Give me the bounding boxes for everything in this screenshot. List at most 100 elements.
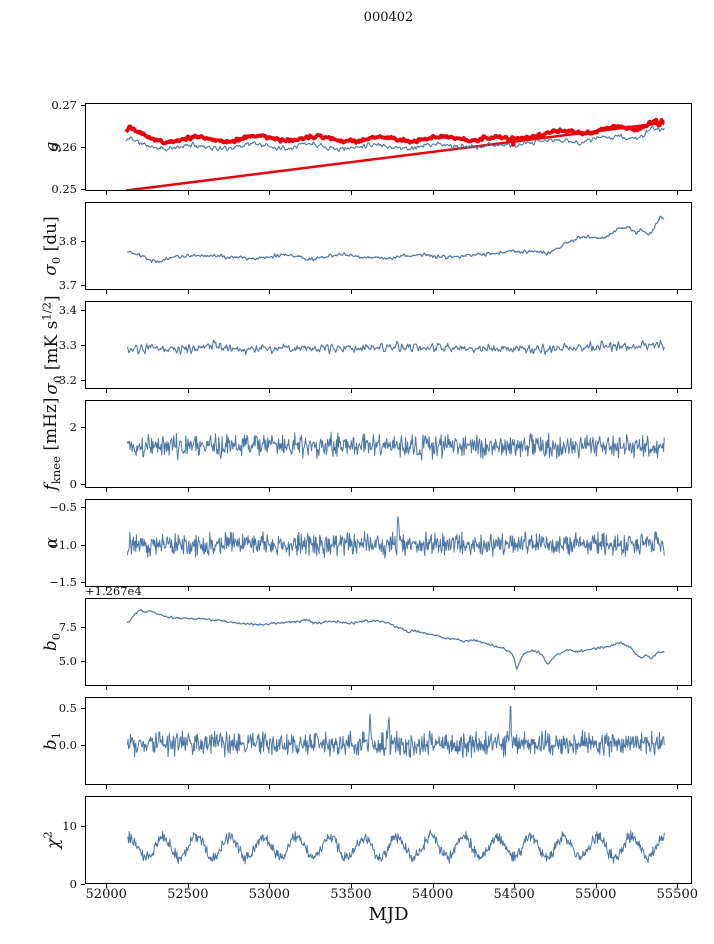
- panel-sigma0-du-plot: [85, 202, 692, 290]
- panel-b1-plot: [85, 697, 692, 785]
- panel-chi2-xtick-mark: [514, 884, 516, 888]
- panel-b1-ytick-label: 0.5: [58, 700, 77, 715]
- panel-g-xtick-mark: [432, 191, 434, 195]
- panel-b1-ylabel: b1: [41, 732, 63, 750]
- x-tick-label: 53500: [330, 887, 372, 902]
- panel-g-ytick-label: 0.27: [51, 98, 77, 113]
- panel-fknee-frame: [85, 400, 692, 488]
- series-g-red: [124, 117, 666, 147]
- panel-sigma0-du-xtick-mark: [350, 290, 352, 294]
- panel-alpha-xtick-mark: [187, 587, 189, 591]
- panel-alpha-ytick-mark: [81, 544, 85, 546]
- panel-alpha-plot: [85, 499, 692, 587]
- panel-sigma0-mK-ytick-label: 3.3: [58, 338, 77, 352]
- panel-fknee-ytick-mark: [81, 483, 85, 485]
- panel-b0-xtick-mark: [106, 686, 108, 690]
- panel-sigma0-mK-ylabel-part: 0: [50, 375, 65, 383]
- series-b1: [126, 705, 665, 759]
- panel-fknee-ylabel-part: knee: [49, 456, 64, 485]
- panel-sigma0-mK-xtick-mark: [432, 389, 434, 393]
- series-b0: [126, 609, 665, 670]
- panel-g-ytick-label: 0.25: [51, 181, 77, 196]
- panel-sigma0-mK-xtick-mark: [514, 389, 516, 393]
- panel-chi2-ytick-mark: [81, 884, 85, 885]
- panel-sigma0-du-xtick-mark: [677, 290, 679, 294]
- series-g-blue: [125, 125, 665, 153]
- panel-alpha-ytick-label: −1.0: [49, 537, 77, 552]
- panel-alpha: [85, 499, 692, 587]
- panel-b0-xtick-mark: [187, 686, 189, 690]
- panel-sigma0-du-ylabel-part: [du]: [40, 216, 61, 257]
- panel-chi2-xtick-mark: [350, 884, 352, 888]
- panel-g-plot: [85, 103, 692, 191]
- panel-sigma0-mK-ylabel-part: 1/2: [39, 302, 54, 321]
- panel-sigma0-du-ytick-mark: [81, 240, 85, 242]
- panel-fknee-ylabel-part: f: [40, 484, 61, 491]
- panel-b1-ylabel-part: 1: [49, 731, 64, 740]
- panel-alpha-ylabel: α: [42, 537, 62, 548]
- panel-fknee-plot: [85, 400, 692, 488]
- panel-alpha-ytick-label: −1.5: [49, 575, 77, 590]
- panel-b1-xtick-mark: [595, 785, 597, 789]
- panel-g-xtick-mark: [677, 191, 679, 195]
- panel-sigma0-du: [85, 202, 692, 290]
- panel-b1-ylabel-part: b: [40, 739, 61, 751]
- panel-fknee-ylabel: fknee [mHz]: [41, 398, 63, 491]
- panel-chi2-ylabel: χ2: [41, 831, 64, 849]
- panel-fknee-ylabel-part: [mHz]: [40, 397, 61, 457]
- panel-sigma0-mK-ytick-mark: [81, 380, 85, 382]
- panel-b0-offset-text: +1.267e4: [85, 584, 142, 598]
- x-tick-label: 55500: [656, 887, 698, 902]
- panel-sigma0-mK: [85, 301, 692, 389]
- panel-b0: [85, 598, 692, 686]
- series-sigma0-mK: [126, 339, 665, 356]
- panel-g-ylabel: g: [42, 142, 62, 153]
- panel-fknee-xtick-mark: [350, 488, 352, 492]
- panel-alpha-ylabel-part: α: [42, 537, 62, 549]
- panel-b1-ytick-mark: [81, 745, 85, 747]
- panel-b0-xtick-mark: [350, 686, 352, 690]
- panel-b1-xtick-mark: [187, 785, 189, 789]
- panel-b1-xtick-mark: [269, 785, 271, 789]
- panel-fknee-xtick-mark: [677, 488, 679, 492]
- panel-chi2: [85, 796, 692, 884]
- panel-fknee-ytick-label: 2: [69, 419, 77, 434]
- panel-sigma0-mK-ytick-label: 3.2: [58, 373, 77, 388]
- panel-alpha-xtick-mark: [269, 587, 271, 591]
- panel-chi2-xtick-mark: [187, 884, 189, 888]
- panel-chi2-xtick-mark: [269, 884, 271, 888]
- panel-b0-ytick-label: 7.5: [58, 619, 77, 634]
- panel-alpha-xtick-mark: [677, 587, 679, 591]
- panel-b1-xtick-mark: [106, 785, 108, 789]
- panel-b0-xtick-mark: [432, 686, 434, 690]
- panel-b0-xtick-mark: [677, 686, 679, 690]
- figure-title: 000402: [363, 10, 414, 25]
- panel-alpha-frame: [85, 499, 692, 587]
- panel-chi2-ylabel-part: 2: [40, 831, 55, 839]
- panel-alpha-xtick-mark: [595, 587, 597, 591]
- panel-b0-xtick-mark: [269, 686, 271, 690]
- panel-alpha-xtick-mark: [106, 587, 108, 591]
- panel-chi2-ylabel-part: χ: [43, 838, 64, 849]
- panel-sigma0-mK-xtick-mark: [269, 389, 271, 393]
- panel-g-ytick-mark: [81, 105, 85, 107]
- panel-sigma0-mK-ylabel-part: σ: [42, 382, 63, 395]
- panel-chi2-ytick-label: 0: [69, 877, 77, 891]
- panel-sigma0-mK-ytick-mark: [81, 345, 85, 346]
- panel-chi2-xtick-mark: [106, 884, 108, 888]
- panel-b1-ytick-mark: [81, 707, 85, 709]
- panel-b0-ytick-mark: [81, 661, 85, 663]
- panel-sigma0-du-ytick-label: 3.8: [58, 233, 77, 248]
- panel-sigma0-mK-xtick-mark: [350, 389, 352, 393]
- x-tick-label: 53000: [248, 887, 291, 902]
- panel-b1-xtick-mark: [350, 785, 352, 789]
- panel-fknee-xtick-mark: [432, 488, 434, 492]
- panel-sigma0-du-ytick-mark: [81, 284, 85, 286]
- panel-sigma0-mK-xtick-mark: [106, 389, 108, 393]
- panel-sigma0-mK-xtick-mark: [595, 389, 597, 393]
- panel-b1-frame: [85, 697, 692, 785]
- panel-b0-ylabel: b0: [41, 633, 63, 651]
- panel-b0-ylabel-part: b: [40, 640, 61, 652]
- panel-chi2-xtick-mark: [677, 884, 679, 888]
- panel-sigma0-mK-ylabel-part: [mK s: [42, 320, 63, 376]
